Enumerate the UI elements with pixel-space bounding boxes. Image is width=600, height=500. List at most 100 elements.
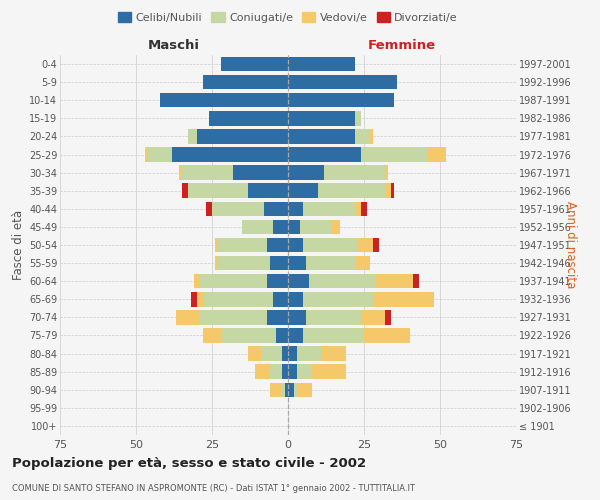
Bar — [267, 274, 288, 288]
Bar — [309, 274, 376, 288]
Bar — [267, 238, 288, 252]
Bar — [300, 220, 331, 234]
Bar — [288, 75, 397, 90]
Bar — [254, 364, 270, 379]
Bar — [358, 238, 373, 252]
Bar — [282, 364, 288, 379]
Bar — [313, 364, 346, 379]
Bar — [331, 220, 340, 234]
Bar — [233, 166, 288, 180]
Legend: Celibi/Nubili, Coniugati/e, Vedovi/e, Divorziati/e: Celibi/Nubili, Coniugati/e, Vedovi/e, Di… — [113, 8, 463, 28]
Bar — [172, 148, 288, 162]
Bar — [197, 129, 288, 144]
Bar — [376, 274, 413, 288]
Bar — [282, 346, 288, 361]
Bar — [355, 129, 370, 144]
Bar — [215, 256, 218, 270]
Bar — [182, 184, 188, 198]
Bar — [288, 328, 303, 342]
Bar — [221, 328, 276, 342]
Bar — [391, 184, 394, 198]
Bar — [221, 57, 288, 72]
Bar — [361, 310, 385, 324]
Y-axis label: Fasce di età: Fasce di età — [11, 210, 25, 280]
Bar — [148, 148, 172, 162]
Bar — [361, 202, 367, 216]
Bar — [355, 111, 361, 126]
Bar — [306, 256, 355, 270]
Bar — [322, 346, 346, 361]
Bar — [203, 292, 273, 306]
Bar — [288, 111, 355, 126]
Bar — [288, 364, 297, 379]
Bar — [288, 148, 361, 162]
Bar — [288, 310, 306, 324]
Bar — [373, 238, 379, 252]
Bar — [242, 220, 273, 234]
Bar — [248, 346, 260, 361]
Bar — [385, 184, 391, 198]
Bar — [203, 328, 221, 342]
Bar — [385, 166, 388, 180]
Bar — [288, 382, 294, 397]
Bar — [325, 166, 385, 180]
Bar — [209, 111, 288, 126]
Bar — [273, 292, 288, 306]
Bar — [288, 220, 300, 234]
Bar — [200, 274, 267, 288]
Bar — [288, 202, 303, 216]
Bar — [160, 93, 288, 108]
Bar — [297, 382, 313, 397]
Bar — [267, 310, 288, 324]
Bar — [288, 184, 319, 198]
Bar — [182, 166, 233, 180]
Bar — [288, 346, 297, 361]
Bar — [303, 238, 358, 252]
Bar — [188, 129, 197, 144]
Bar — [176, 310, 200, 324]
Bar — [413, 274, 419, 288]
Text: Popolazione per età, sesso e stato civile - 2002: Popolazione per età, sesso e stato civil… — [12, 458, 366, 470]
Bar — [191, 292, 197, 306]
Bar — [270, 364, 282, 379]
Bar — [285, 382, 288, 397]
Bar — [303, 292, 373, 306]
Text: Maschi: Maschi — [148, 40, 200, 52]
Bar — [212, 202, 263, 216]
Bar — [218, 238, 267, 252]
Bar — [200, 310, 267, 324]
Bar — [288, 292, 303, 306]
Bar — [188, 184, 248, 198]
Bar — [361, 148, 428, 162]
Bar — [303, 202, 355, 216]
Bar — [215, 238, 218, 252]
Bar — [303, 328, 364, 342]
Bar — [288, 129, 355, 144]
Bar — [145, 148, 148, 162]
Bar — [428, 148, 446, 162]
Bar — [270, 382, 282, 397]
Bar — [385, 310, 391, 324]
Bar — [206, 202, 212, 216]
Bar — [364, 328, 410, 342]
Bar — [248, 184, 288, 198]
Y-axis label: Anni di nascita: Anni di nascita — [564, 202, 577, 288]
Bar — [288, 57, 355, 72]
Bar — [319, 184, 385, 198]
Bar — [355, 256, 370, 270]
Bar — [370, 129, 373, 144]
Bar — [194, 274, 200, 288]
Bar — [297, 364, 313, 379]
Bar — [263, 202, 288, 216]
Bar — [282, 382, 285, 397]
Bar — [288, 238, 303, 252]
Text: Femmine: Femmine — [368, 40, 436, 52]
Bar — [306, 310, 361, 324]
Text: COMUNE DI SANTO STEFANO IN ASPROMONTE (RC) - Dati ISTAT 1° gennaio 2002 - TUTTIT: COMUNE DI SANTO STEFANO IN ASPROMONTE (R… — [12, 484, 415, 493]
Bar — [288, 274, 309, 288]
Bar — [297, 346, 322, 361]
Bar — [355, 202, 361, 216]
Bar — [273, 220, 288, 234]
Bar — [288, 166, 325, 180]
Bar — [179, 166, 182, 180]
